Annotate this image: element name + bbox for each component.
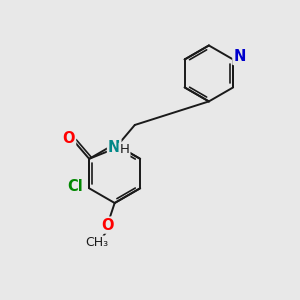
Text: CH₃: CH₃: [85, 236, 109, 249]
Text: N: N: [233, 49, 246, 64]
Text: O: O: [101, 218, 114, 232]
Text: N: N: [108, 140, 120, 155]
Text: H: H: [120, 143, 129, 157]
Text: Cl: Cl: [67, 179, 83, 194]
Text: O: O: [63, 131, 75, 146]
